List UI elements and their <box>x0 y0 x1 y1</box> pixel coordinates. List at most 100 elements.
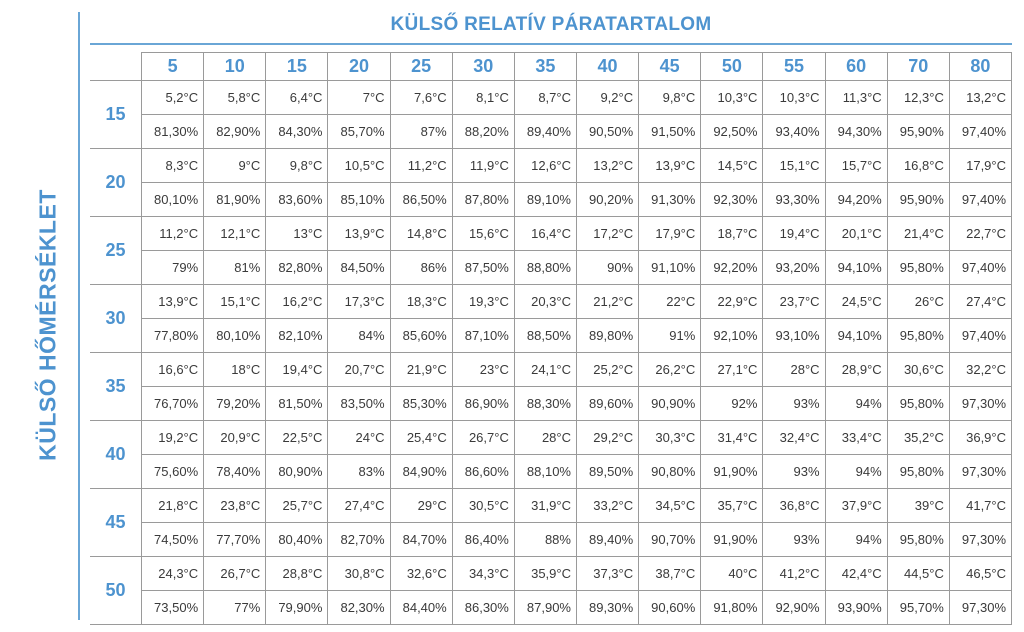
dew-point-cell: 9,8°C <box>265 148 329 183</box>
humidity-cell: 95,70% <box>886 590 950 625</box>
humidity-cell: 79,20% <box>203 386 267 421</box>
dew-point-cell: 15,7°C <box>824 148 888 183</box>
humidity-cell: 90,80% <box>638 454 702 489</box>
dew-point-cell: 23,8°C <box>203 488 267 523</box>
dew-point-cell: 9°C <box>203 148 267 183</box>
left-divider-line <box>78 12 80 620</box>
dew-point-cell: 14,5°C <box>700 148 764 183</box>
column-header-60: 60 <box>824 52 888 81</box>
dew-point-cell: 16,4°C <box>513 216 577 251</box>
dew-point-cell: 25,4°C <box>389 420 453 455</box>
dew-point-cell: 27,4°C <box>948 284 1013 319</box>
humidity-cell: 95,90% <box>886 182 950 217</box>
dew-point-cell: 34,5°C <box>638 488 702 523</box>
dew-point-cell: 21,8°C <box>140 488 205 523</box>
humidity-cell: 80,90% <box>265 454 329 489</box>
dew-point-cell: 24,1°C <box>513 352 577 387</box>
dew-point-cell: 30,3°C <box>638 420 702 455</box>
humidity-cell: 95,80% <box>886 250 950 285</box>
dew-point-cell: 7,6°C <box>389 80 453 115</box>
dew-point-cell: 13,9°C <box>140 284 205 319</box>
table-row-temp-15: 15 5,2°C 5,8°C 6,4°C 7°C 7,6°C 8,1°C 8,7°C 9,2°C… <box>90 80 1013 149</box>
table-row-humidity-30: 77,80% 80,10% 82,10% 84% 85,60% 87,10% 88,50% 8… <box>90 318 1013 353</box>
dew-point-cell: 30,5°C <box>451 488 515 523</box>
column-header-5: 5 <box>140 52 205 81</box>
table-row-humidity-40: 75,60% 78,40% 80,90% 83% 84,90% 86,60% 88,10% 8… <box>90 454 1013 489</box>
humidity-cell: 80,10% <box>140 182 205 217</box>
humidity-cell: 88,30% <box>513 386 577 421</box>
dew-point-cell: 11,3°C <box>824 80 888 115</box>
dew-point-cell: 26,7°C <box>451 420 515 455</box>
dew-point-cell: 30,6°C <box>886 352 950 387</box>
row-header-40: 40 <box>90 420 142 489</box>
dew-point-cell: 16,2°C <box>265 284 329 319</box>
dew-point-cell: 42,4°C <box>824 556 888 591</box>
humidity-cell: 88,80% <box>513 250 577 285</box>
dew-point-cell: 21,4°C <box>886 216 950 251</box>
humidity-cell: 90,50% <box>575 114 640 149</box>
dew-point-cell: 8,7°C <box>513 80 577 115</box>
humidity-cell: 89,40% <box>513 114 577 149</box>
dew-point-cell: 11,2°C <box>140 216 205 251</box>
dew-point-cell: 19,4°C <box>265 352 329 387</box>
humidity-cell: 92,90% <box>762 590 826 625</box>
humidity-cell: 85,70% <box>327 114 391 149</box>
humidity-cell: 89,10% <box>513 182 577 217</box>
humidity-cell: 97,30% <box>948 590 1013 625</box>
humidity-cell: 76,70% <box>140 386 205 421</box>
dew-point-cell: 25,2°C <box>575 352 640 387</box>
dew-point-cell: 34,3°C <box>451 556 515 591</box>
dew-point-cell: 28°C <box>762 352 826 387</box>
humidity-cell: 89,30% <box>575 590 640 625</box>
row-header-50: 50 <box>90 556 142 625</box>
humidity-cell: 89,60% <box>575 386 640 421</box>
humidity-cell: 94,20% <box>824 182 888 217</box>
humidity-cell: 83,60% <box>265 182 329 217</box>
table-row-humidity-35: 76,70% 79,20% 81,50% 83,50% 85,30% 86,90% 88,3… <box>90 386 1013 421</box>
humidity-cell: 86,40% <box>451 522 515 557</box>
dew-point-cell: 37,3°C <box>575 556 640 591</box>
dew-point-cell: 20,7°C <box>327 352 391 387</box>
humidity-cell: 85,30% <box>389 386 453 421</box>
humidity-cell: 95,80% <box>886 386 950 421</box>
dew-point-cell: 16,6°C <box>140 352 205 387</box>
humidity-cell: 93,90% <box>824 590 888 625</box>
table-row-humidity-15: 81,30% 82,90% 84,30% 85,70% 87% 88,20% 89,40% 9… <box>90 114 1013 149</box>
humidity-cell: 73,50% <box>140 590 205 625</box>
header-divider-line <box>90 43 1012 45</box>
row-header-30: 30 <box>90 284 142 353</box>
dew-point-cell: 36,9°C <box>948 420 1013 455</box>
column-header-50: 50 <box>700 52 764 81</box>
humidity-cell: 86,50% <box>389 182 453 217</box>
humidity-cell: 89,50% <box>575 454 640 489</box>
humidity-cell: 84,30% <box>265 114 329 149</box>
humidity-cell: 90,60% <box>638 590 702 625</box>
dew-point-cell: 28°C <box>513 420 577 455</box>
humidity-cell: 94% <box>824 522 888 557</box>
humidity-cell: 78,40% <box>203 454 267 489</box>
dew-point-cell: 10,3°C <box>762 80 826 115</box>
humidity-cell: 87% <box>389 114 453 149</box>
corner-cell <box>90 52 142 81</box>
dew-point-cell: 27,4°C <box>327 488 391 523</box>
table-row-humidity-25: 79% 81% 82,80% 84,50% 86% 87,50% 88,80% 90% 91,1… <box>90 250 1013 285</box>
dew-point-cell: 19,3°C <box>451 284 515 319</box>
humidity-cell: 95,90% <box>886 114 950 149</box>
dew-point-cell: 18°C <box>203 352 267 387</box>
dew-point-cell: 23,7°C <box>762 284 826 319</box>
humidity-cell: 77,70% <box>203 522 267 557</box>
dew-point-cell: 39°C <box>886 488 950 523</box>
dew-point-cell: 17,9°C <box>948 148 1013 183</box>
dew-point-cell: 9,8°C <box>638 80 702 115</box>
dew-point-cell: 6,4°C <box>265 80 329 115</box>
dew-point-cell: 26,7°C <box>203 556 267 591</box>
humidity-cell: 90,90% <box>638 386 702 421</box>
humidity-cell: 97,40% <box>948 318 1013 353</box>
humidity-cell: 94,10% <box>824 318 888 353</box>
y-axis-title: KÜLSŐ HŐMÉRSÉKLET <box>34 189 61 461</box>
humidity-cell: 88,50% <box>513 318 577 353</box>
humidity-cell: 77,80% <box>140 318 205 353</box>
dew-point-cell: 36,8°C <box>762 488 826 523</box>
dew-point-cell: 18,7°C <box>700 216 764 251</box>
dew-point-cell: 5,2°C <box>140 80 205 115</box>
